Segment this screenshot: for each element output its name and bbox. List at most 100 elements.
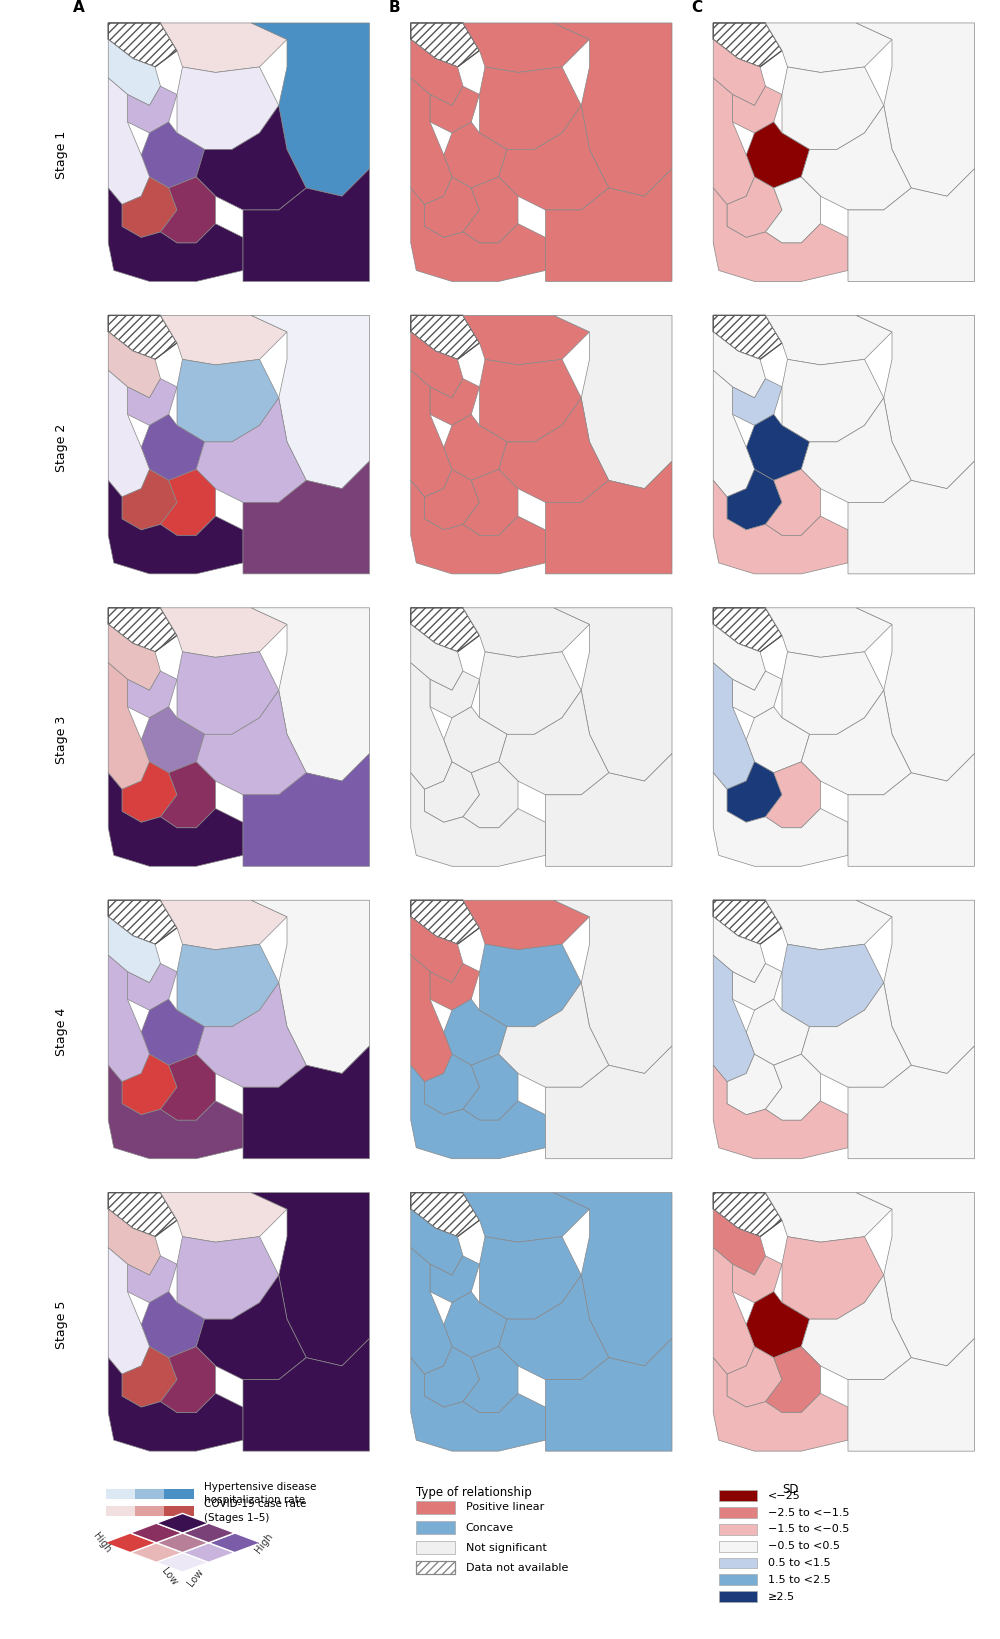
Polygon shape [108, 900, 177, 944]
Polygon shape [108, 188, 243, 282]
Polygon shape [463, 177, 518, 243]
Polygon shape [196, 398, 306, 503]
Polygon shape [545, 1339, 672, 1451]
Polygon shape [856, 1193, 974, 1365]
Polygon shape [424, 762, 479, 823]
Polygon shape [411, 916, 463, 983]
Text: −0.5 to <0.5: −0.5 to <0.5 [768, 1541, 840, 1550]
Polygon shape [444, 121, 507, 188]
Polygon shape [411, 956, 452, 1082]
Polygon shape [196, 105, 306, 210]
Polygon shape [732, 379, 782, 426]
Polygon shape [108, 480, 243, 574]
Polygon shape [128, 1255, 177, 1303]
Text: A: A [72, 0, 84, 15]
Polygon shape [141, 121, 205, 188]
Polygon shape [156, 1532, 209, 1552]
Polygon shape [713, 370, 754, 497]
Polygon shape [463, 1193, 589, 1242]
Polygon shape [122, 762, 177, 823]
Polygon shape [713, 1065, 848, 1159]
Polygon shape [251, 23, 370, 197]
Polygon shape [746, 706, 809, 774]
Polygon shape [801, 983, 911, 1087]
Polygon shape [130, 1523, 182, 1542]
Polygon shape [801, 105, 911, 210]
Text: Stage 3: Stage 3 [55, 716, 68, 764]
FancyBboxPatch shape [106, 1488, 135, 1498]
Polygon shape [411, 900, 479, 944]
Polygon shape [463, 23, 589, 72]
Polygon shape [765, 315, 892, 365]
Polygon shape [732, 964, 782, 1010]
Polygon shape [243, 1046, 370, 1159]
Polygon shape [160, 177, 216, 243]
Polygon shape [108, 608, 177, 652]
FancyBboxPatch shape [416, 1562, 455, 1575]
Polygon shape [108, 1357, 243, 1451]
Polygon shape [177, 1237, 279, 1319]
Polygon shape [554, 315, 672, 488]
FancyBboxPatch shape [416, 1541, 455, 1554]
Polygon shape [122, 1347, 177, 1408]
Polygon shape [713, 1210, 765, 1275]
Polygon shape [545, 169, 672, 282]
Polygon shape [479, 944, 581, 1026]
Polygon shape [108, 1210, 160, 1275]
Polygon shape [463, 315, 589, 365]
Polygon shape [479, 67, 581, 149]
Polygon shape [411, 774, 545, 867]
Polygon shape [727, 1347, 782, 1408]
Polygon shape [160, 1347, 216, 1413]
Polygon shape [554, 608, 672, 782]
Polygon shape [782, 944, 884, 1026]
Text: −1.5 to <−0.5: −1.5 to <−0.5 [768, 1524, 850, 1534]
Polygon shape [251, 315, 370, 488]
Polygon shape [545, 754, 672, 867]
Polygon shape [177, 652, 279, 734]
Polygon shape [463, 469, 518, 536]
Polygon shape [713, 956, 754, 1082]
FancyBboxPatch shape [719, 1575, 757, 1585]
Polygon shape [108, 624, 160, 690]
Polygon shape [713, 79, 754, 205]
Polygon shape [727, 469, 782, 529]
Polygon shape [713, 1193, 782, 1237]
Text: ≥2.5: ≥2.5 [768, 1591, 795, 1601]
Polygon shape [243, 169, 370, 282]
Polygon shape [411, 624, 463, 690]
Polygon shape [713, 900, 782, 944]
Polygon shape [108, 1065, 243, 1159]
Polygon shape [746, 1292, 809, 1357]
FancyBboxPatch shape [416, 1521, 455, 1534]
Polygon shape [411, 608, 479, 652]
Polygon shape [856, 900, 974, 1074]
Polygon shape [411, 662, 452, 790]
Polygon shape [141, 1292, 205, 1357]
Polygon shape [104, 1532, 156, 1552]
Polygon shape [108, 315, 177, 359]
Polygon shape [782, 67, 884, 149]
Polygon shape [411, 370, 452, 497]
Polygon shape [713, 39, 765, 105]
Polygon shape [141, 706, 205, 774]
Polygon shape [128, 964, 177, 1010]
Polygon shape [713, 188, 848, 282]
Polygon shape [727, 762, 782, 823]
Polygon shape [411, 331, 463, 398]
FancyBboxPatch shape [164, 1488, 194, 1498]
Polygon shape [108, 23, 177, 67]
Polygon shape [128, 670, 177, 718]
Text: <−25: <−25 [768, 1491, 801, 1501]
Polygon shape [108, 1247, 150, 1373]
Polygon shape [479, 652, 581, 734]
Polygon shape [765, 469, 820, 536]
Polygon shape [122, 177, 177, 238]
Polygon shape [160, 1054, 216, 1119]
Polygon shape [765, 762, 820, 828]
Polygon shape [713, 662, 754, 790]
Polygon shape [430, 379, 479, 426]
Polygon shape [108, 331, 160, 398]
Polygon shape [713, 624, 765, 690]
Polygon shape [479, 359, 581, 443]
